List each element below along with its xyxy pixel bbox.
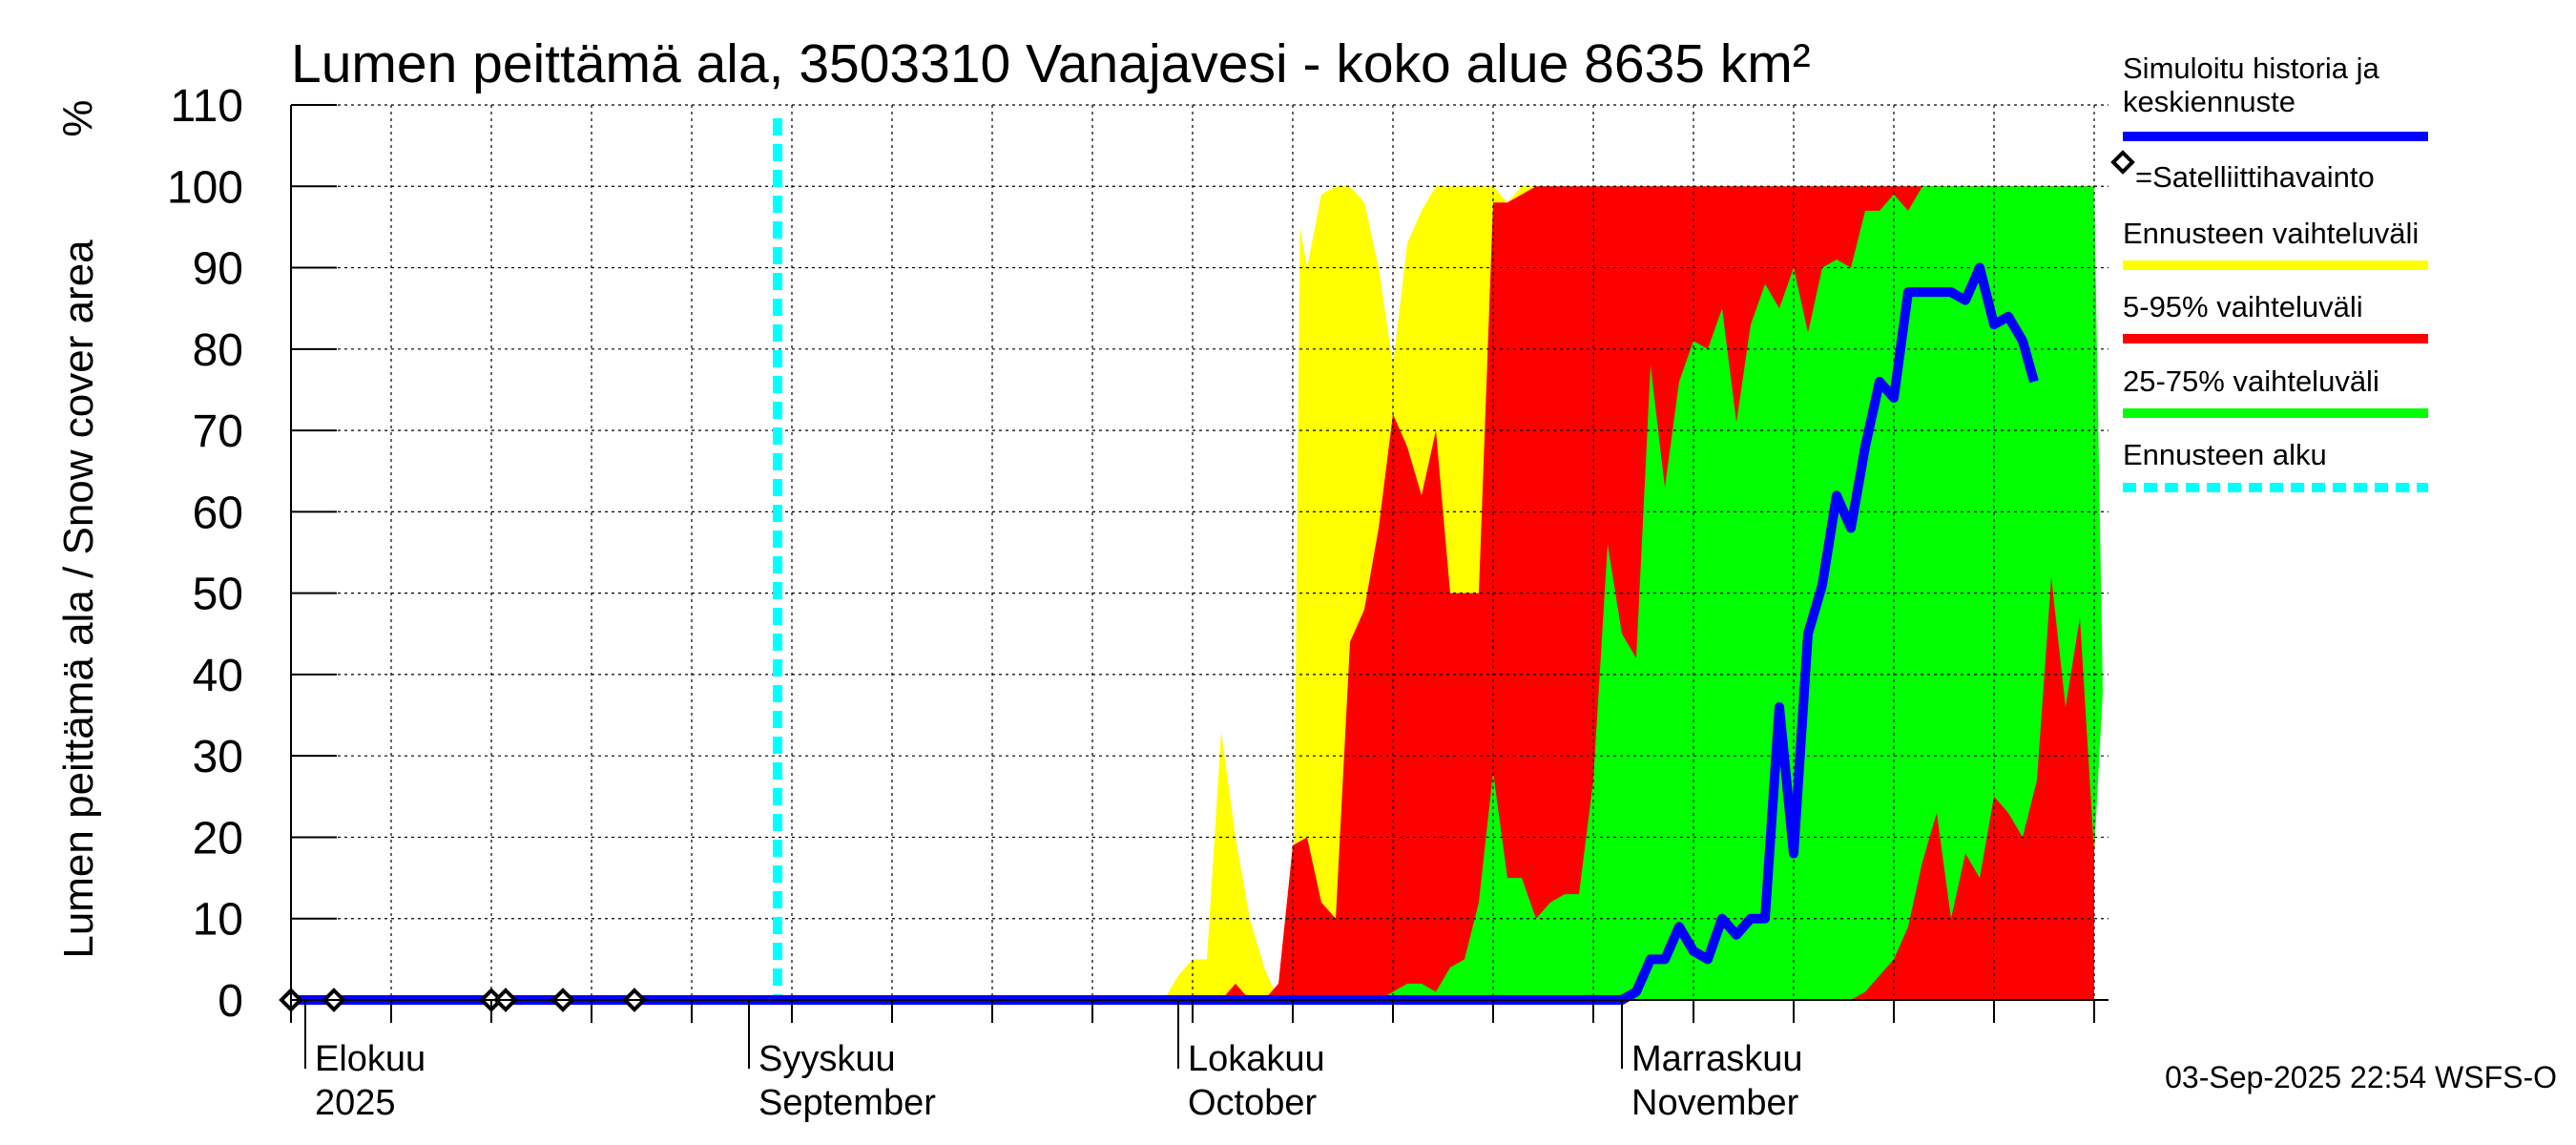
y-unit-label: % (54, 99, 101, 136)
x-month-sublabel: September (758, 1083, 936, 1123)
legend-label-0a: Simuloitu historia ja (2123, 52, 2380, 85)
y-tick-label: 50 (193, 570, 243, 620)
legend-label-2: Ennusteen vaihteluväli (2123, 217, 2419, 250)
y-tick-label: 80 (193, 325, 243, 376)
y-tick-label: 0 (218, 976, 243, 1027)
chart-grid (291, 104, 2109, 1000)
timestamp: 03-Sep-2025 22:54 WSFS-O (2165, 1060, 2557, 1094)
mean-line (291, 262, 2039, 1005)
y-tick-label: 20 (193, 813, 243, 864)
x-month-sublabel: 2025 (315, 1083, 396, 1123)
x-month-sublabel: November (1631, 1083, 1799, 1123)
x-month-label: Lokakuu (1188, 1039, 1325, 1079)
y-tick-label: 60 (193, 488, 243, 538)
x-month-label: Syyskuu (758, 1039, 896, 1079)
y-tick-label: 100 (167, 162, 243, 213)
chart-areas (291, 186, 2103, 1001)
x-month-label: Elokuu (315, 1039, 426, 1079)
y-tick-label: 90 (193, 244, 243, 295)
legend-label-5: Ennusteen alku (2123, 438, 2327, 471)
band-2 (291, 186, 2103, 1001)
legend-label-1: =Satelliittihavainto (2135, 160, 2375, 194)
legend-marker-1 (2110, 150, 2135, 175)
y-tick-label: 70 (193, 406, 243, 457)
x-month-label: Marraskuu (1631, 1039, 1803, 1079)
y-tick-label: 40 (193, 651, 243, 701)
chart-title: Lumen peittämä ala, 3503310 Vanajavesi -… (291, 33, 1811, 94)
y-tick-label: 110 (170, 81, 243, 132)
legend-label-3: 5-95% vaihteluväli (2123, 290, 2363, 323)
y-axis-label: Lumen peittämä ala / Snow cover area (55, 239, 102, 959)
y-tick-label: 30 (193, 732, 243, 782)
y-tick-label: 10 (193, 895, 243, 946)
legend-label-0b: keskiennuste (2123, 85, 2296, 118)
legend-label-4: 25-75% vaihteluväli (2123, 364, 2379, 398)
x-month-sublabel: October (1188, 1083, 1318, 1123)
